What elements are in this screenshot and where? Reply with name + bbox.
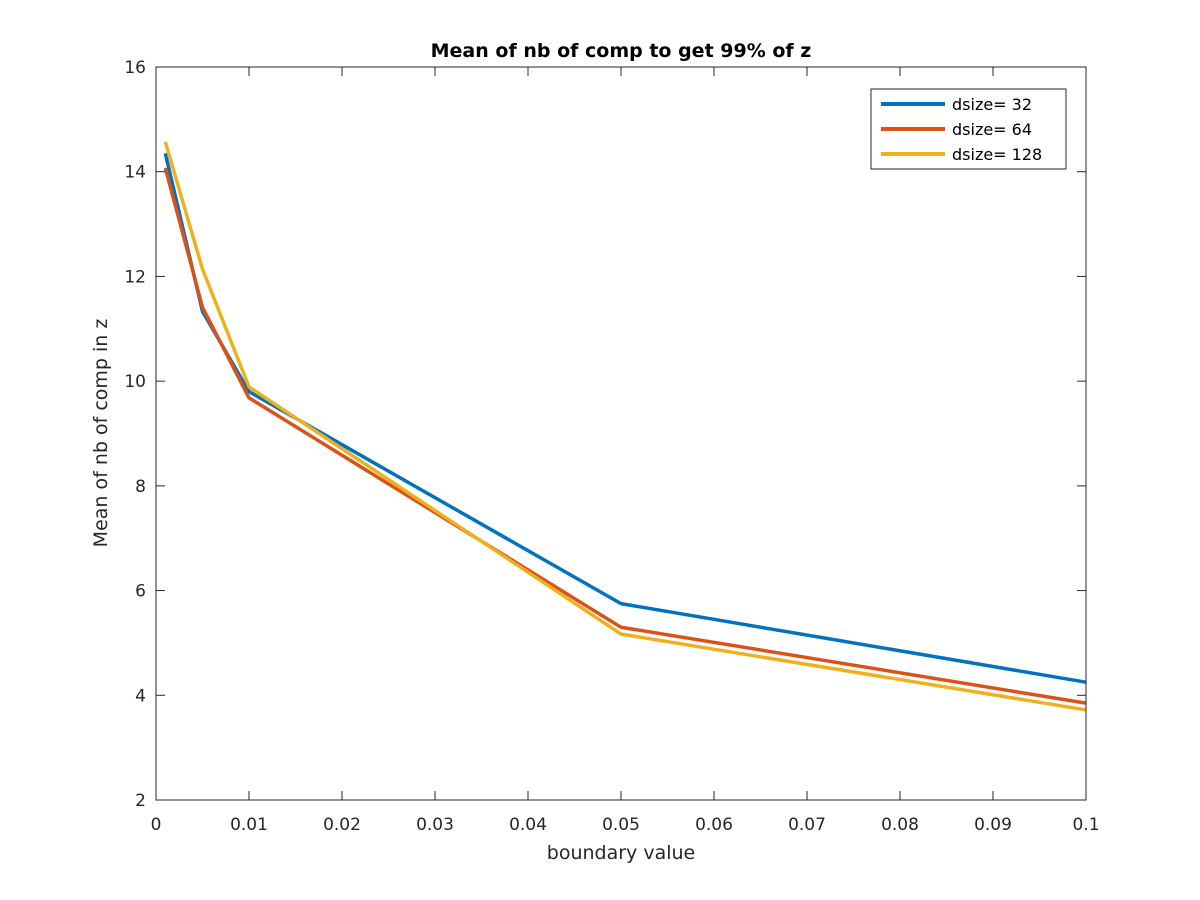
x-tick-label: 0.07 (788, 815, 826, 835)
x-tick-label: 0.09 (974, 815, 1012, 835)
ticks-layer: 0 0.01 0.02 0.03 0.04 0.05 0.06 0.07 0.08 0.09 0.1… (124, 58, 1099, 835)
x-tick-label: 0.05 (602, 815, 640, 835)
x-tick-label: 0.08 (881, 815, 919, 835)
x-tick-label: 0.02 (323, 815, 361, 835)
y-axis-title: Mean of nb of comp in z (90, 319, 112, 548)
y-tick-label: 14 (124, 163, 146, 183)
series-line-3 (163, 141, 1087, 712)
x-tick-label: 0.03 (416, 815, 454, 835)
y-tick-label: 8 (135, 477, 146, 497)
legend-label-3: dsize= 128 (952, 145, 1042, 164)
y-tick-label: 2 (135, 791, 146, 811)
x-tick-label: 0.1 (1072, 815, 1099, 835)
x-tick-label: 0.06 (695, 815, 733, 835)
chart-title: Mean of nb of comp to get 99% of z (431, 40, 812, 62)
legend-items: dsize= 32 dsize= 64 dsize= 128 (881, 95, 1042, 164)
legend-label-2: dsize= 64 (952, 120, 1032, 139)
series-line-2 (163, 167, 1087, 705)
y-tick-label: 6 (135, 582, 146, 602)
y-tick-label: 10 (124, 372, 146, 392)
x-axis-title: boundary value (547, 842, 695, 864)
legend: dsize= 32 dsize= 64 dsize= 128 (870, 88, 1067, 170)
x-tick-label: 0 (151, 815, 162, 835)
legend-label-1: dsize= 32 (952, 95, 1032, 114)
y-tick-label: 12 (124, 267, 146, 287)
x-tick-label: 0.01 (230, 815, 268, 835)
y-tick-label: 4 (135, 686, 146, 706)
plot-area (156, 67, 1086, 800)
series-layer (163, 141, 1087, 712)
y-tick-label: 16 (124, 58, 146, 78)
x-tick-label: 0.04 (509, 815, 547, 835)
